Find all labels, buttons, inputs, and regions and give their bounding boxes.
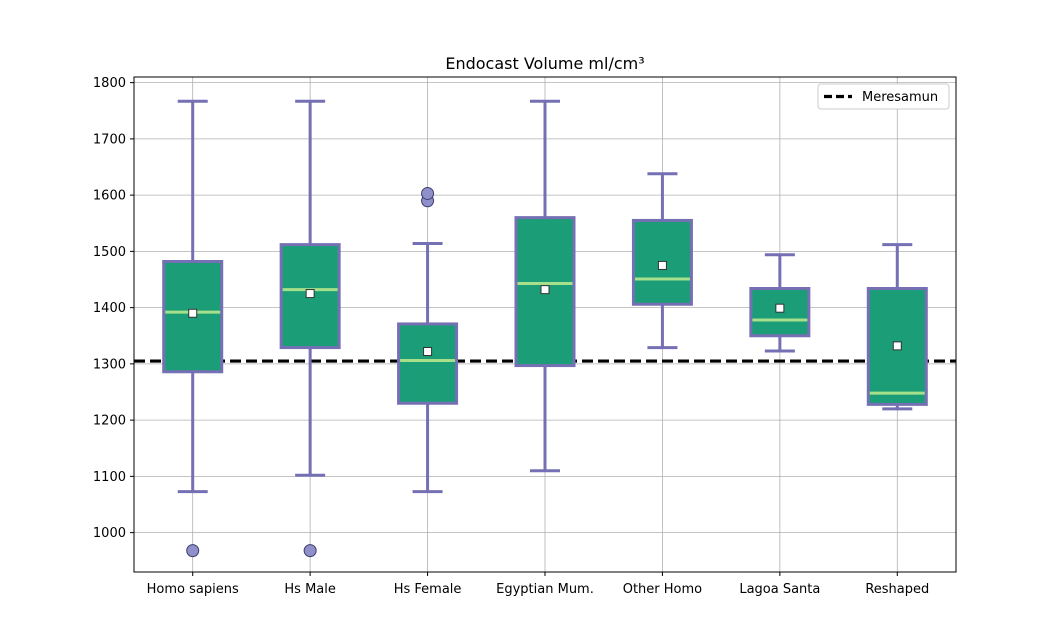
iqr-box <box>397 322 459 405</box>
box-group <box>279 99 341 558</box>
outlier-point <box>421 186 435 200</box>
box-group <box>866 243 928 411</box>
x-tick-label: Other Homo <box>623 582 702 597</box>
box-group <box>631 172 693 350</box>
chart-title: Endocast Volume ml/cm³ <box>445 54 644 73</box>
mean-marker <box>305 289 315 299</box>
y-tick-label: 1400 <box>93 301 126 316</box>
x-tick-label: Homo sapiens <box>147 582 239 597</box>
axes-layer: 1000 1100 1200 1300 1400 1500 1600 1700 1800 Homo… <box>93 76 929 597</box>
y-tick-label: 1300 <box>93 357 126 372</box>
mean-marker <box>892 341 902 351</box>
legend: Meresamun <box>817 83 950 110</box>
box-group <box>162 99 224 558</box>
box-group <box>397 186 459 494</box>
box-group <box>514 99 576 473</box>
x-tick-label: Lagoa Santa <box>739 582 820 597</box>
x-tick-label: Hs Female <box>394 582 462 597</box>
mean-marker <box>540 285 550 295</box>
x-tick-label: Egyptian Mum. <box>496 582 594 597</box>
outlier-point <box>186 544 200 558</box>
x-tick-label: Hs Male <box>284 582 335 597</box>
y-tick-label: 1800 <box>93 76 126 91</box>
legend-label: Meresamun <box>862 90 938 105</box>
mean-marker <box>423 347 433 356</box>
x-tick-label: Reshaped <box>865 582 929 597</box>
boxes-layer <box>162 99 928 558</box>
outlier-point <box>303 544 317 558</box>
mean-marker <box>775 303 785 313</box>
box-group <box>749 253 811 353</box>
legend-box <box>817 83 950 110</box>
y-tick-label: 1200 <box>93 414 126 429</box>
y-tick-label: 1000 <box>93 526 126 541</box>
y-tick-label: 1100 <box>93 470 126 485</box>
mean-marker <box>657 260 667 270</box>
y-tick-label: 1700 <box>93 132 126 147</box>
y-tick-label: 1500 <box>93 245 126 260</box>
mean-marker <box>188 308 198 318</box>
y-tick-label: 1600 <box>93 189 126 204</box>
